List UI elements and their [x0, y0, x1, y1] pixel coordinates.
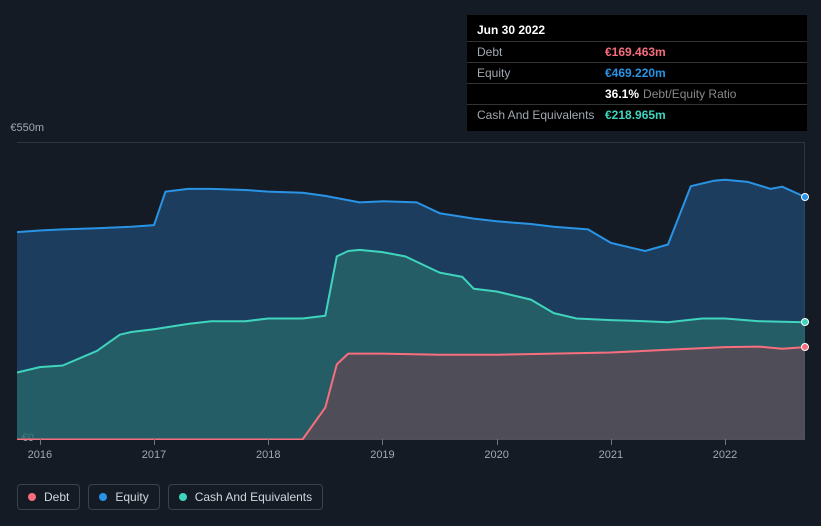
- xaxis-label: 2017: [142, 449, 166, 461]
- xaxis-tick: [40, 439, 41, 445]
- legend-label: Cash And Equivalents: [195, 490, 312, 504]
- tooltip-row-label: [477, 87, 605, 101]
- legend-label: Equity: [115, 490, 148, 504]
- legend-item[interactable]: Cash And Equivalents: [168, 484, 323, 510]
- xaxis-label: 2018: [256, 449, 280, 461]
- legend-dot-icon: [179, 493, 187, 501]
- xaxis-label: 2016: [28, 449, 52, 461]
- tooltip-row-value: €469.220m: [605, 66, 666, 80]
- series-end-marker: [801, 343, 809, 351]
- yaxis-max-label: €550m: [4, 122, 44, 134]
- series-end-marker: [801, 193, 809, 201]
- legend-label: Debt: [44, 490, 69, 504]
- tooltip-row: Cash And Equivalents€218.965m: [467, 104, 807, 125]
- xaxis-tick: [268, 439, 269, 445]
- legend-item[interactable]: Equity: [88, 484, 159, 510]
- chart-svg: [17, 143, 805, 440]
- tooltip-rows: Debt€169.463mEquity€469.220m36.1%Debt/Eq…: [467, 41, 807, 125]
- plot-area[interactable]: [17, 142, 805, 439]
- chart-tooltip: Jun 30 2022 Debt€169.463mEquity€469.220m…: [467, 15, 807, 131]
- xaxis-tick: [382, 439, 383, 445]
- tooltip-row-label: Debt: [477, 45, 605, 59]
- xaxis-tick: [725, 439, 726, 445]
- xaxis-label: 2022: [713, 449, 737, 461]
- tooltip-row-label: Cash And Equivalents: [477, 108, 605, 122]
- legend-item[interactable]: Debt: [17, 484, 80, 510]
- xaxis-tick: [611, 439, 612, 445]
- xaxis-label: 2019: [370, 449, 394, 461]
- legend-dot-icon: [99, 493, 107, 501]
- tooltip-row-label: Equity: [477, 66, 605, 80]
- tooltip-row: Equity€469.220m: [467, 62, 807, 83]
- tooltip-date: Jun 30 2022: [467, 21, 807, 41]
- xaxis-label: 2020: [484, 449, 508, 461]
- legend: Debt Equity Cash And Equivalents: [17, 484, 323, 510]
- xaxis-tick: [497, 439, 498, 445]
- tooltip-row-value: €218.965m: [605, 108, 666, 122]
- legend-dot-icon: [28, 493, 36, 501]
- xaxis-tick: [154, 439, 155, 445]
- tooltip-row: 36.1% Debt/Equity Ratio: [467, 83, 807, 104]
- series-end-marker: [801, 318, 809, 326]
- tooltip-row: Debt€169.463m: [467, 41, 807, 62]
- xaxis-label: 2021: [599, 449, 623, 461]
- tooltip-row-value: 36.1%: [605, 87, 639, 101]
- tooltip-row-sub: Debt/Equity Ratio: [643, 87, 736, 101]
- tooltip-row-value: €169.463m: [605, 45, 666, 59]
